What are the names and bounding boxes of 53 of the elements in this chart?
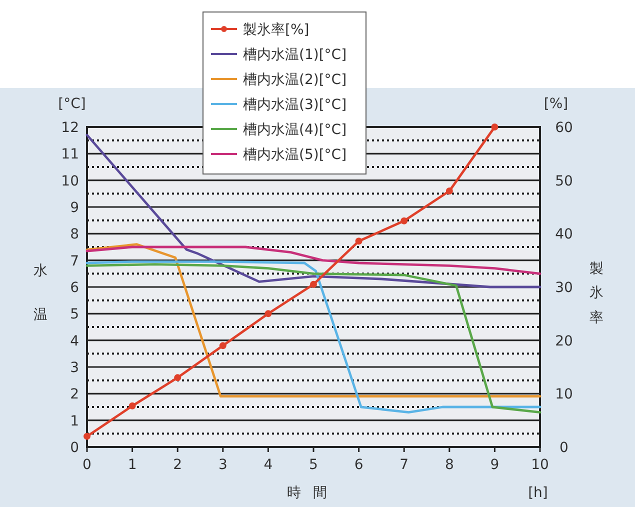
x-tick-label: 3 <box>218 457 228 473</box>
point <box>400 217 408 224</box>
y2-tick-label: 10 <box>555 386 573 403</box>
y2-tick-label: 20 <box>555 333 573 350</box>
y2-tick-label: 30 <box>555 280 573 296</box>
legend-label: 槽内水温(1)[°C] <box>243 47 347 63</box>
y2-tick-label: 60 <box>555 120 573 136</box>
y2-tick-label: 0 <box>560 440 568 456</box>
point <box>174 374 182 382</box>
x-axis-title: 時間 <box>287 485 339 501</box>
y-tick-label: 10 <box>61 173 79 190</box>
point <box>84 432 90 440</box>
y-tick-label: 1 <box>70 413 79 430</box>
x-tick-label: 10 <box>531 457 549 473</box>
x-tick-label: 2 <box>173 457 182 473</box>
x-tick-label: 7 <box>400 457 409 473</box>
y2-tick-label: 50 <box>555 173 573 190</box>
y-tick-label: 2 <box>70 386 79 403</box>
y-axis-title: 水温 <box>32 252 48 340</box>
point <box>491 124 498 130</box>
x-tick-label: 5 <box>309 457 318 473</box>
y-tick-label: 7 <box>70 253 79 270</box>
y-tick-label: 12 <box>61 120 79 136</box>
y-tick-label: 11 <box>61 146 79 163</box>
legend-label: 槽内水温(3)[°C] <box>243 97 347 113</box>
legend-label: 槽内水温(5)[°C] <box>243 147 347 163</box>
point <box>128 402 136 410</box>
point <box>355 238 362 245</box>
x-tick-label: 9 <box>490 457 500 473</box>
point <box>219 342 226 350</box>
y2-tick-label: 40 <box>555 226 573 243</box>
legend-label: 製氷率[%] <box>243 22 310 38</box>
x-tick-label: 8 <box>444 457 454 473</box>
y-tick-label: 6 <box>70 280 80 296</box>
x-tick-label: 1 <box>128 457 137 473</box>
y2-axis-title: 製氷率 <box>588 250 604 324</box>
point <box>264 310 272 318</box>
y-tick-label: 8 <box>70 226 79 243</box>
point <box>310 280 317 288</box>
x-tick-label: 4 <box>264 457 273 473</box>
x-tick-label: 0 <box>82 457 92 473</box>
y-tick-label: 9 <box>70 200 79 216</box>
y-tick-label: 0 <box>70 440 79 456</box>
text: [h] <box>528 485 548 501</box>
y-tick-label: 3 <box>70 360 79 376</box>
y-tick-label: 5 <box>70 306 79 323</box>
text: [%] <box>544 96 568 112</box>
text: [°C] <box>58 96 86 112</box>
point <box>446 188 453 194</box>
legend-label: 槽内水温(2)[°C] <box>243 72 347 88</box>
legend-label: 槽内水温(4)[°C] <box>243 122 347 138</box>
x-tick-label: 6 <box>354 457 364 473</box>
y-tick-label: 4 <box>70 333 80 350</box>
